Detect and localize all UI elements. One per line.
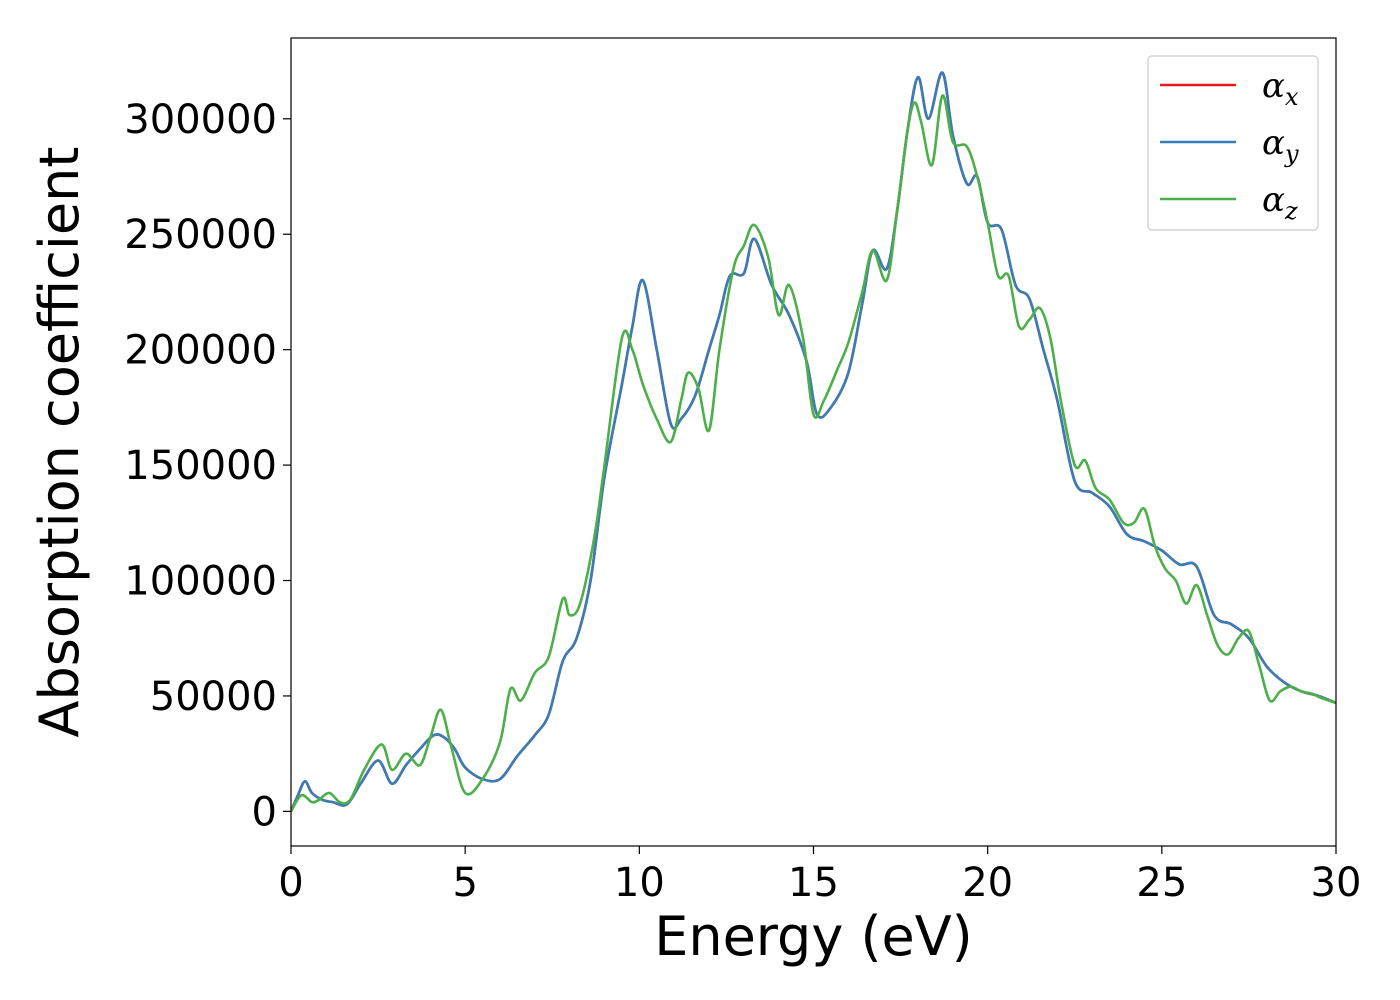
series-line-y xyxy=(291,71,1336,812)
series-lines xyxy=(291,71,1336,813)
y-tick-label: 200000 xyxy=(124,328,277,374)
legend-symbol: α xyxy=(1262,66,1285,106)
x-tick-label: 5 xyxy=(452,860,477,906)
y-axis-ticks: 0 50000 100000 150000 200000 250000 300000 xyxy=(124,97,291,835)
series-line-z xyxy=(291,94,1336,813)
x-tick-label: 30 xyxy=(1311,860,1362,906)
x-tick-label: 10 xyxy=(614,860,665,906)
y-tick-label: 250000 xyxy=(124,212,277,258)
y-tick-label: 100000 xyxy=(124,559,277,605)
x-tick-label: 20 xyxy=(962,860,1013,906)
x-tick-label: 0 xyxy=(278,860,303,906)
legend-subscript: x xyxy=(1285,83,1299,111)
legend-symbol: α xyxy=(1262,123,1285,163)
y-tick-label: 150000 xyxy=(124,443,277,489)
y-tick-label: 50000 xyxy=(150,674,277,720)
y-axis-label: Absorption coefficient xyxy=(28,147,91,738)
y-tick-label: 300000 xyxy=(124,97,277,143)
x-axis-label: Energy (eV) xyxy=(654,905,973,968)
y-tick-label: 0 xyxy=(252,789,277,835)
x-tick-label: 15 xyxy=(788,860,839,906)
legend-subscript: z xyxy=(1284,197,1298,225)
legend-subscript: y xyxy=(1284,140,1299,168)
x-axis-ticks: 0 5 10 15 20 25 30 xyxy=(278,846,1361,906)
legend-label-z: αz xyxy=(1262,180,1298,225)
legend-label-y: αy xyxy=(1262,123,1299,168)
legend-symbol: α xyxy=(1262,180,1285,220)
x-tick-label: 25 xyxy=(1136,860,1187,906)
legend-label-x: αx xyxy=(1262,66,1299,111)
